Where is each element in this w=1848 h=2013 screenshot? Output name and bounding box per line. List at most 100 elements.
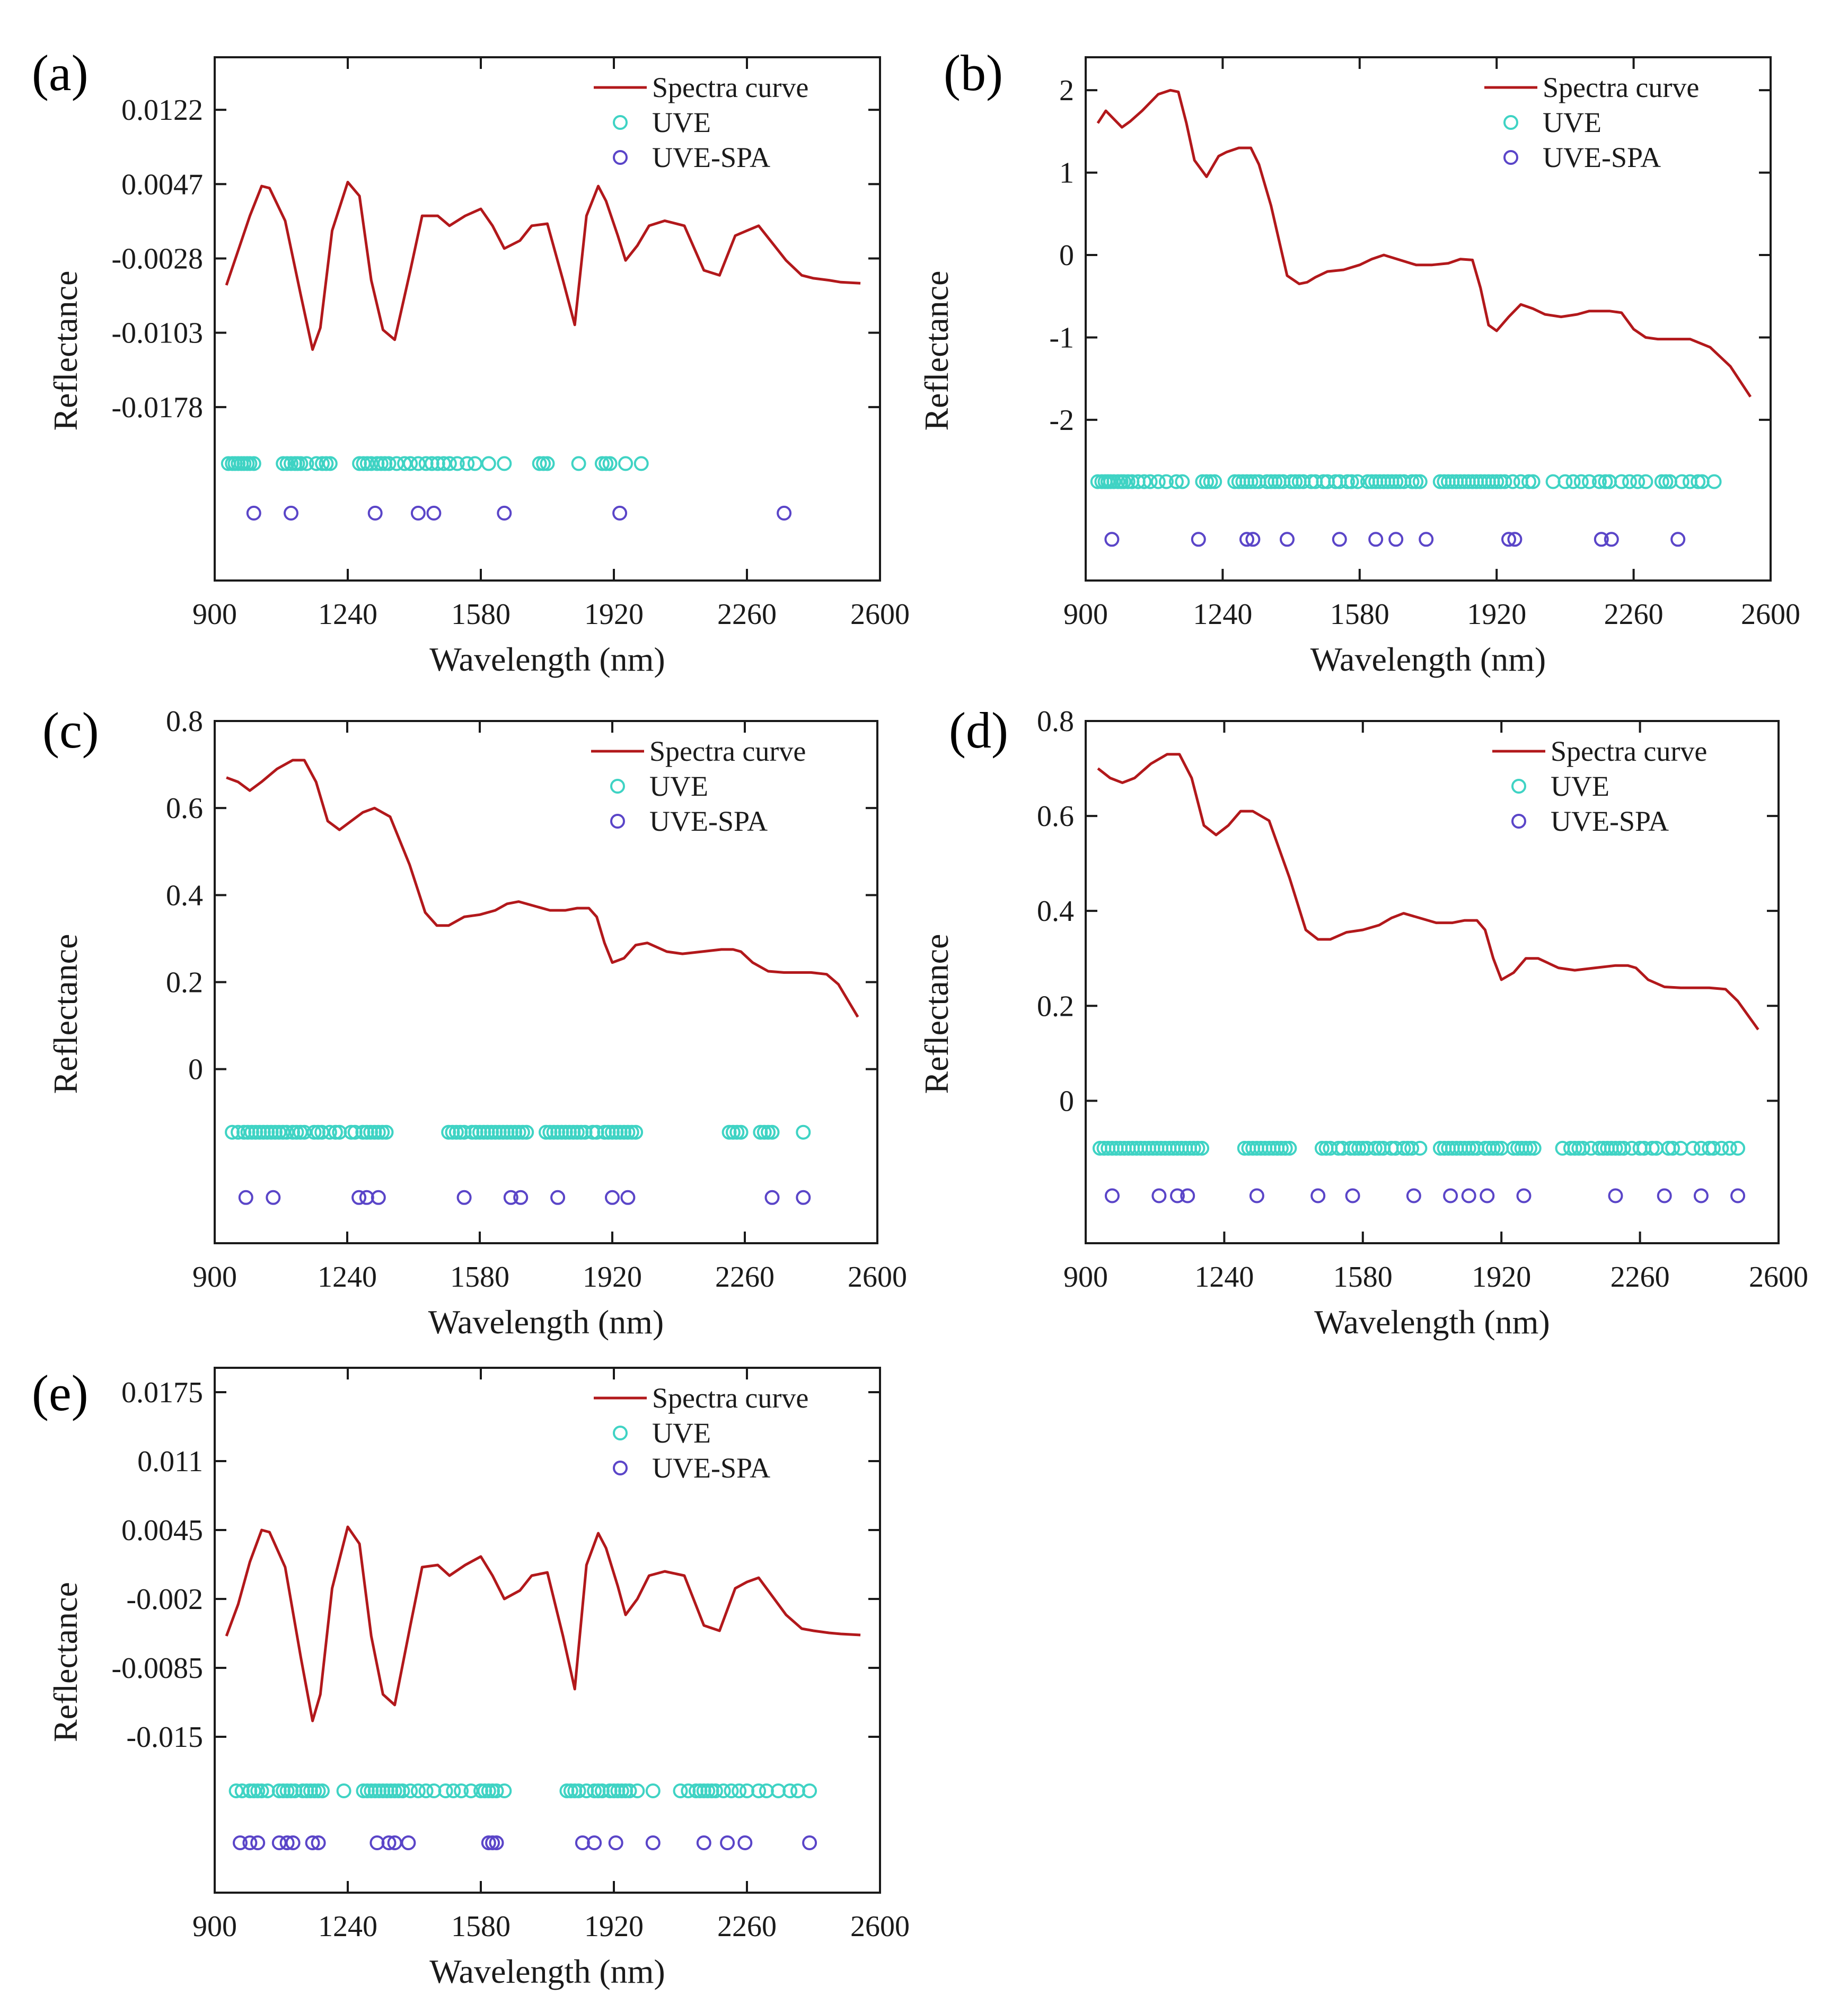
uve-marker — [1409, 474, 1424, 489]
x-tick-label: 2600 — [848, 1261, 907, 1294]
uvespa-marker — [645, 1835, 661, 1850]
uvespa-marker — [1151, 1188, 1167, 1203]
uvespa-marker — [1332, 532, 1347, 547]
uvespa-marker — [503, 1190, 518, 1205]
uvespa-marker — [1480, 1188, 1495, 1203]
y-tick-label: -0.0103 — [111, 317, 203, 350]
uve-marker — [599, 456, 614, 471]
uve-marker — [1203, 474, 1218, 489]
x-tick-label: 2600 — [850, 598, 910, 631]
legend-spectra-label: Spectra curve — [649, 735, 806, 767]
y-tick-label: 0.4 — [166, 879, 203, 912]
uve-marker — [448, 1124, 464, 1140]
uvespa-marker — [1461, 1188, 1476, 1203]
uvespa-marker — [279, 1835, 295, 1850]
uve-marker — [1526, 1140, 1542, 1156]
x-axis-title: Wavelength (nm) — [429, 1953, 665, 1990]
uve-marker — [633, 456, 649, 471]
uve-marker — [1243, 474, 1259, 489]
legend-uvespa-label: UVE-SPA — [652, 142, 770, 173]
uve-marker — [1194, 1140, 1210, 1156]
uve-marker — [1137, 474, 1152, 489]
y-tick-label: 0.2 — [1037, 990, 1074, 1023]
y-tick-label: -0.0178 — [111, 391, 203, 424]
uve-marker — [322, 1124, 337, 1140]
uve-marker — [519, 1124, 534, 1140]
x-tick-label: 1920 — [583, 1261, 642, 1294]
uvespa-marker — [311, 1835, 326, 1850]
chart-panel-3: 900 1240 1580 1920 2260 2600 0.8 0.6 0.4 0.2 0 Wave… — [42, 702, 907, 1341]
uve-marker — [1314, 1140, 1330, 1156]
x-tick-label: 2260 — [715, 1261, 775, 1294]
uve-marker — [1730, 1140, 1746, 1156]
uvespa-marker — [608, 1835, 623, 1850]
uve-marker — [279, 1783, 295, 1798]
x-tick-label: 900 — [192, 1261, 237, 1294]
y-tick-label: 0 — [1059, 1085, 1074, 1118]
uve-marker — [1567, 1140, 1582, 1156]
legend-uvespa-label: UVE-SPA — [652, 1452, 770, 1484]
legend-uve-swatch — [613, 115, 628, 130]
uvespa-marker — [1388, 532, 1404, 547]
legend-spectra-label: Spectra curve — [1551, 735, 1707, 767]
uve-marker — [1116, 474, 1132, 489]
uvespa-marker — [1516, 1188, 1532, 1203]
y-tick-label: 0.011 — [137, 1445, 203, 1478]
uvespa-marker — [481, 1835, 496, 1850]
uve-marker — [1638, 474, 1653, 489]
uve-marker — [1199, 474, 1214, 489]
chart-panel-4: 900 1240 1580 1920 2260 2600 0.8 0.6 0.4 0.2 0 Wave… — [918, 702, 1808, 1341]
uve-marker — [1722, 1140, 1737, 1156]
uve-marker — [1616, 1140, 1631, 1156]
uve-marker — [1489, 474, 1504, 489]
y-tick-label: 0.6 — [1037, 800, 1074, 833]
uve-marker — [336, 1783, 351, 1798]
x-tick-label: 2260 — [1611, 1261, 1670, 1294]
legend-spectra-label: Spectra curve — [652, 1382, 808, 1414]
legend-uvespa-label: UVE-SPA — [1551, 805, 1669, 837]
uve-marker — [1351, 1140, 1367, 1156]
y-tick-label: 0.8 — [166, 705, 203, 738]
legend-uvespa-label: UVE-SPA — [649, 805, 768, 837]
legend-uvespa-swatch — [613, 1461, 628, 1475]
uvespa-marker — [737, 1835, 753, 1850]
y-axis-title: Reflectance — [47, 934, 84, 1094]
uve-marker — [700, 1783, 716, 1798]
uve-marker — [782, 1783, 798, 1798]
uve-marker — [1658, 474, 1674, 489]
x-tick-label: 1240 — [1193, 598, 1252, 631]
plot-frame — [214, 1367, 881, 1894]
uvespa-marker — [1368, 532, 1384, 547]
uvespa-marker — [1657, 1188, 1672, 1203]
uve-marker — [1278, 1140, 1293, 1156]
panel-label: (b) — [944, 45, 1003, 101]
uve-marker — [716, 1783, 731, 1798]
uve-marker — [403, 456, 418, 471]
x-tick-label: 2260 — [1604, 598, 1664, 631]
legend-uve-swatch — [1511, 779, 1526, 794]
x-tick-label: 2260 — [717, 1910, 777, 1943]
uve-marker — [708, 1783, 723, 1798]
uvespa-marker — [1604, 532, 1619, 547]
uve-marker — [311, 1783, 326, 1798]
spectra-curve — [1096, 89, 1752, 398]
legend-uve-swatch — [1503, 115, 1518, 130]
uve-marker — [371, 1124, 386, 1140]
uve-marker — [1396, 1140, 1411, 1156]
uvespa-marker — [371, 1190, 386, 1205]
uve-marker — [1614, 474, 1629, 489]
uve-marker — [751, 1783, 767, 1798]
uve-marker — [1706, 474, 1722, 489]
uve-marker — [673, 1783, 688, 1798]
uve-marker — [614, 1783, 629, 1798]
uvespa-marker — [497, 505, 512, 521]
uve-marker — [410, 1783, 426, 1798]
x-tick-label: 900 — [1063, 598, 1108, 631]
uvespa-marker — [426, 505, 442, 521]
x-tick-label: 2600 — [1741, 598, 1800, 631]
uve-marker — [1268, 474, 1283, 489]
legend-uve-label: UVE — [1543, 107, 1601, 138]
uve-marker — [796, 1124, 811, 1140]
